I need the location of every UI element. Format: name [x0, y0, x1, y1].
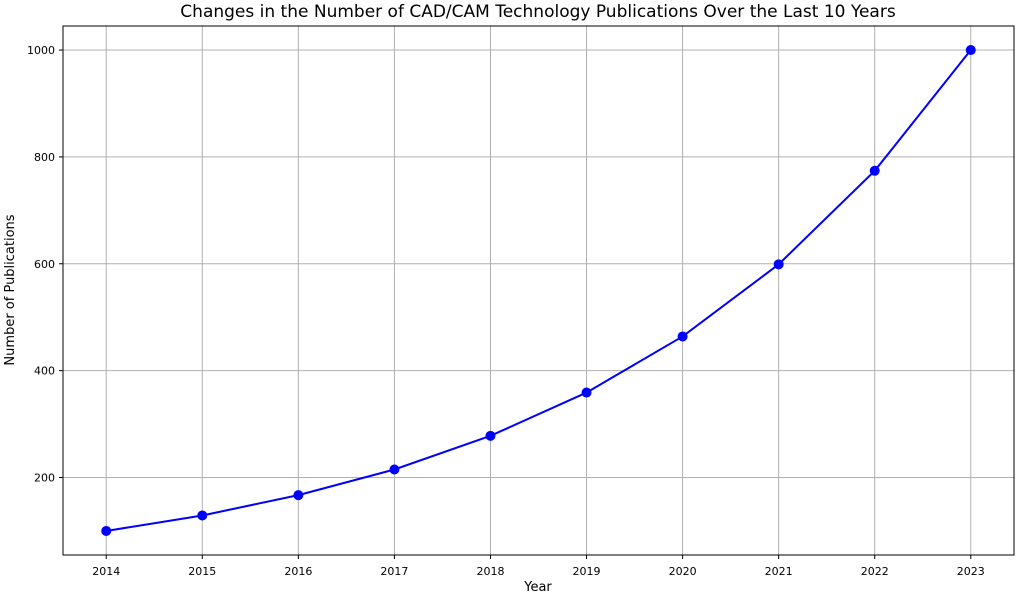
x-tick-label: 2019: [573, 565, 601, 578]
x-tick-label: 2023: [957, 565, 985, 578]
data-point: [773, 259, 784, 270]
data-point: [485, 430, 496, 441]
y-tick-label: 1000: [27, 44, 55, 57]
y-axis-label: Number of Publications: [3, 214, 18, 365]
plot-frame: [62, 25, 1015, 556]
chart-title: Changes in the Number of CAD/CAM Technol…: [180, 2, 896, 22]
x-tick-label: 2016: [284, 565, 312, 578]
y-tick-label: 200: [34, 472, 55, 485]
series-line: [106, 49, 972, 532]
x-tick-label: 2018: [476, 565, 504, 578]
y-tick-label: 800: [34, 151, 55, 164]
axes: [59, 25, 1015, 559]
data-point: [389, 464, 400, 475]
data-point: [101, 525, 112, 536]
data-point: [197, 510, 208, 521]
data-point: [869, 165, 880, 176]
data-series: [101, 45, 976, 536]
data-point: [965, 45, 976, 56]
x-tick-label: 2022: [861, 565, 889, 578]
tick-labels: 2014 2015 2016 2017 2018 2019 2020 2021 2022 2023…: [27, 44, 985, 578]
data-point: [581, 387, 592, 398]
y-tick-label: 600: [34, 258, 55, 271]
data-point: [677, 331, 688, 342]
x-tick-label: 2021: [765, 565, 793, 578]
x-axis-label: Year: [523, 580, 552, 595]
x-tick-label: 2020: [669, 565, 697, 578]
data-point: [293, 490, 304, 501]
y-tick-label: 400: [34, 365, 55, 378]
x-tick-label: 2014: [92, 565, 120, 578]
grid-lines: [63, 26, 1014, 555]
x-tick-label: 2017: [380, 565, 408, 578]
x-tick-label: 2015: [188, 565, 216, 578]
